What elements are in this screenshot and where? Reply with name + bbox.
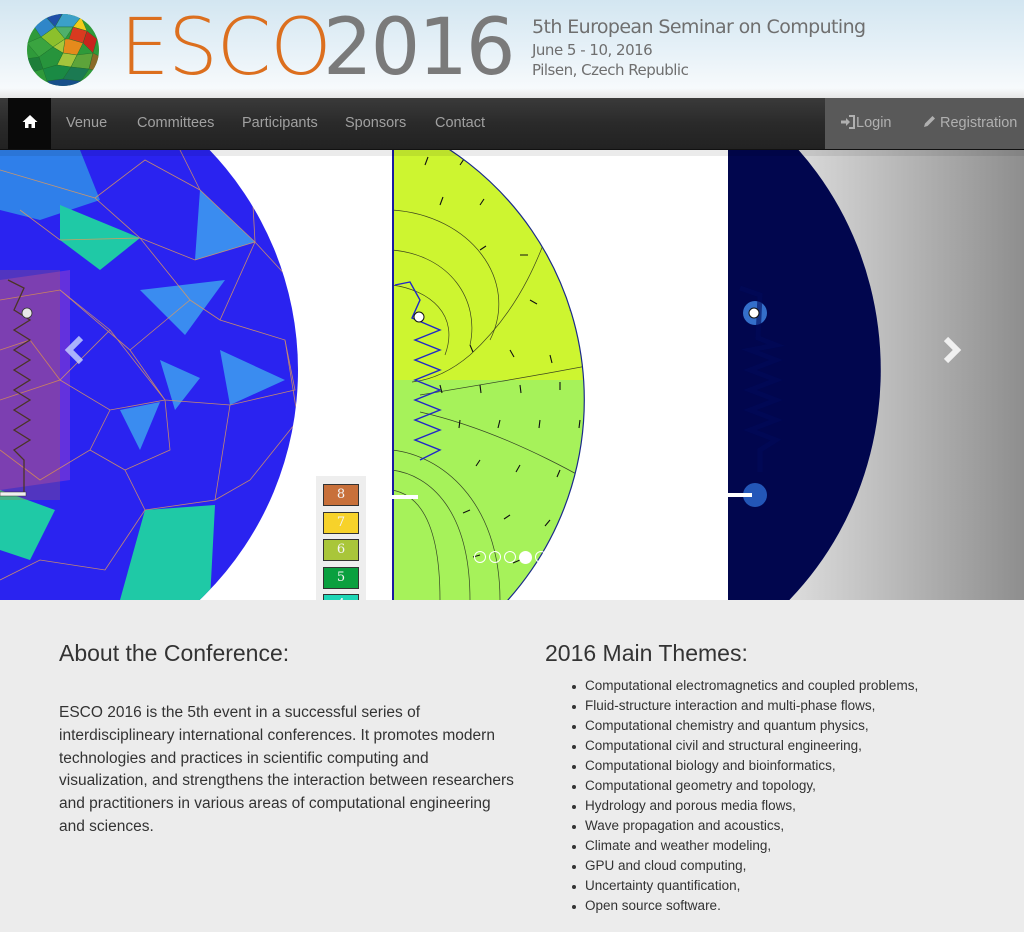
carousel-indicator-5[interactable] bbox=[535, 551, 547, 563]
carousel-indicator-4[interactable] bbox=[519, 551, 532, 564]
conference-location: Pilsen, Czech Republic bbox=[532, 61, 689, 79]
login-label: Login bbox=[856, 115, 892, 131]
main-navbar: Venue Committees Participants Sponsors C… bbox=[0, 98, 1024, 150]
themes-heading: 2016 Main Themes: bbox=[545, 640, 748, 666]
nav-sponsors[interactable]: Sponsors bbox=[345, 115, 407, 131]
slide-legend: 8 7 6 5 4 bbox=[316, 476, 366, 600]
theme-item: Climate and weather modeling, bbox=[571, 836, 918, 856]
carousel-indicator-3[interactable] bbox=[504, 551, 516, 563]
theme-item: Computational geometry and topology, bbox=[571, 776, 918, 796]
nav-registration[interactable]: Registration bbox=[922, 98, 1017, 149]
home-icon bbox=[22, 115, 37, 129]
main-content: About the Conference: ESCO 2016 is the 5… bbox=[0, 600, 1024, 932]
themes-list: Computational electromagnetics and coupl… bbox=[571, 676, 918, 916]
theme-item: Hydrology and porous media flows, bbox=[571, 796, 918, 816]
theme-item: Fluid-structure interaction and multi-ph… bbox=[571, 696, 918, 716]
carousel-slide-image bbox=[0, 150, 1024, 600]
theme-item: Wave propagation and acoustics, bbox=[571, 816, 918, 836]
about-heading: About the Conference: bbox=[59, 640, 290, 666]
legend-swatch-5: 5 bbox=[323, 567, 359, 589]
sign-in-icon bbox=[841, 114, 855, 129]
theme-item: Computational chemistry and quantum phys… bbox=[571, 716, 918, 736]
carousel-indicators bbox=[474, 551, 547, 565]
logo-year[interactable]: 2016 bbox=[323, 3, 516, 93]
carousel-prev-button[interactable] bbox=[55, 330, 95, 370]
legend-swatch-8: 8 bbox=[323, 484, 359, 506]
carousel-indicator-2[interactable] bbox=[489, 551, 501, 563]
nav-contact[interactable]: Contact bbox=[435, 115, 485, 131]
nav-participants[interactable]: Participants bbox=[242, 115, 318, 131]
nav-committees[interactable]: Committees bbox=[137, 115, 215, 131]
legend-swatch-6: 6 bbox=[323, 539, 359, 561]
theme-item: Computational civil and structural engin… bbox=[571, 736, 918, 756]
theme-item: Computational biology and bioinformatics… bbox=[571, 756, 918, 776]
conference-info: 5th European Seminar on Computing June 5… bbox=[532, 14, 866, 80]
nav-home[interactable] bbox=[8, 98, 51, 149]
nav-venue[interactable]: Venue bbox=[66, 115, 108, 131]
conference-dates: June 5 - 10, 2016 bbox=[532, 41, 653, 59]
conference-subtitle: 5th European Seminar on Computing bbox=[532, 16, 866, 38]
carousel-next-button[interactable] bbox=[932, 330, 972, 370]
site-header: ESCO 2016 5th European Seminar on Comput… bbox=[0, 0, 1024, 98]
registration-label: Registration bbox=[940, 115, 1018, 131]
theme-item: Computational electromagnetics and coupl… bbox=[571, 676, 918, 696]
theme-item: GPU and cloud computing, bbox=[571, 856, 918, 876]
theme-item: Open source software. bbox=[571, 896, 918, 916]
logo-text[interactable]: ESCO bbox=[120, 3, 332, 93]
chevron-left-icon bbox=[64, 335, 84, 365]
legend-swatch-7: 7 bbox=[323, 512, 359, 534]
chevron-right-icon bbox=[943, 336, 962, 364]
nav-login[interactable]: Login bbox=[840, 98, 891, 149]
carousel-indicator-1[interactable] bbox=[474, 551, 486, 563]
hero-carousel[interactable]: 8 7 6 5 4 bbox=[0, 150, 1024, 600]
legend-swatch-4: 4 bbox=[323, 594, 359, 600]
theme-item: Uncertainty quantification, bbox=[571, 876, 918, 896]
nav-account-area: Login Registration bbox=[825, 98, 1024, 149]
about-paragraph: ESCO 2016 is the 5th event in a successf… bbox=[59, 704, 514, 835]
logo-polyhedron-icon[interactable] bbox=[25, 13, 101, 87]
pencil-icon bbox=[924, 116, 935, 128]
